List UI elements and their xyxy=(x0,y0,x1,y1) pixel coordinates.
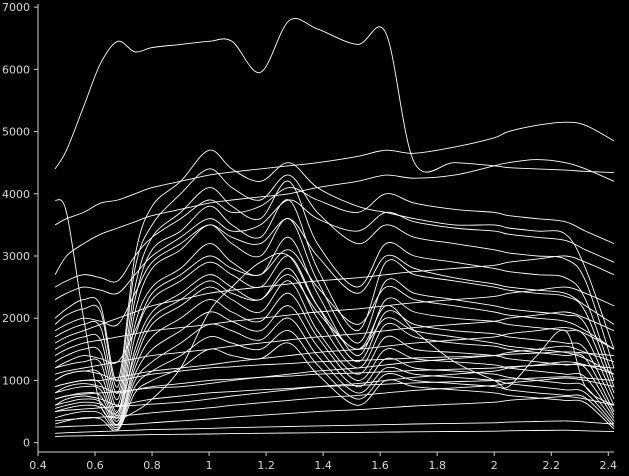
y-tick-label: 6000 xyxy=(2,63,30,76)
x-tick-label: 0.8 xyxy=(143,459,161,472)
series-line-29 xyxy=(54,376,615,406)
y-tick-label: 0 xyxy=(23,437,30,450)
series-line-30 xyxy=(54,363,615,394)
series-line-4 xyxy=(54,159,615,275)
series-line-14 xyxy=(54,292,615,425)
series-line-16 xyxy=(54,317,615,429)
axis-layer: 0 1000 2000 3000 4000 5000 6000 7000 0.4 0.6 0.8 1 1… xyxy=(2,1,617,472)
x-tick-label: 1.4 xyxy=(314,459,332,472)
series-line-5 xyxy=(54,149,615,382)
series-line-13 xyxy=(54,280,615,422)
x-tick-label: 2 xyxy=(491,459,498,472)
series-line-26 xyxy=(55,396,615,428)
series-line-21 xyxy=(54,311,615,375)
series-line-28 xyxy=(55,429,615,437)
series-line-12 xyxy=(54,267,615,419)
series-line-20 xyxy=(54,286,615,356)
series-line-25 xyxy=(55,377,615,422)
y-tick-label: 5000 xyxy=(2,126,30,139)
series-layer xyxy=(54,17,615,437)
series-line-1 xyxy=(54,17,615,174)
series-line-10 xyxy=(54,236,615,413)
x-tick-label: 1 xyxy=(206,459,213,472)
series-line-33 xyxy=(54,187,615,288)
series-line-11 xyxy=(54,255,615,416)
series-line-34 xyxy=(54,218,615,332)
series-line-17 xyxy=(54,330,615,431)
x-tick-label: 1.6 xyxy=(371,459,389,472)
series-line-18 xyxy=(54,342,615,432)
x-tick-label: 0.4 xyxy=(29,459,47,472)
series-line-2 xyxy=(54,199,615,419)
series-line-27 xyxy=(55,420,615,434)
y-tick-label: 1000 xyxy=(2,374,30,387)
series-line-7 xyxy=(54,180,615,394)
series-line-6 xyxy=(54,168,615,388)
series-line-19 xyxy=(54,255,615,344)
y-tick-label: 4000 xyxy=(2,188,30,201)
x-tick-label: 0.6 xyxy=(86,459,104,472)
x-tick-label: 2.2 xyxy=(543,459,561,472)
x-tick-label: 1.2 xyxy=(257,459,275,472)
x-tick-label: 2.4 xyxy=(600,459,618,472)
series-line-35 xyxy=(54,249,615,369)
series-line-24 xyxy=(55,361,615,413)
y-tick-label: 3000 xyxy=(2,250,30,263)
series-line-31 xyxy=(54,351,615,381)
series-line-15 xyxy=(54,305,615,427)
series-line-36 xyxy=(54,274,615,415)
series-line-3 xyxy=(54,121,615,226)
y-tick-label: 7000 xyxy=(2,1,30,14)
series-line-22 xyxy=(54,327,615,388)
x-tick-label: 1.8 xyxy=(428,459,446,472)
series-line-32 xyxy=(54,199,615,300)
y-tick-label: 2000 xyxy=(2,312,30,325)
